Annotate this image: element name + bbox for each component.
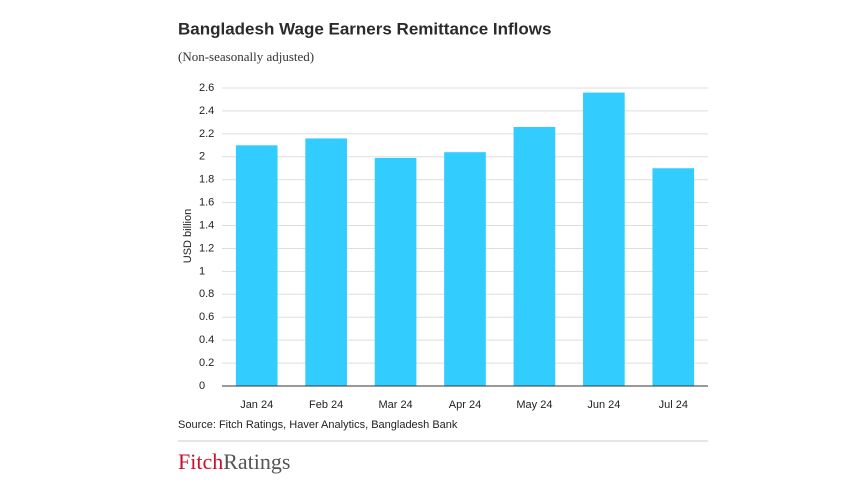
logo-fitch: Fitch <box>178 449 223 474</box>
x-tick-label: Jul 24 <box>659 399 688 411</box>
y-tick-label: 2 <box>199 151 205 163</box>
bar <box>583 92 625 386</box>
chart-title: Bangladesh Wage Earners Remittance Inflo… <box>178 19 551 38</box>
x-tick-label: Mar 24 <box>378 399 412 411</box>
y-tick-label: 2.2 <box>199 128 214 140</box>
bar <box>235 145 278 386</box>
bar <box>652 168 695 386</box>
bar <box>374 157 417 386</box>
y-tick-label: 0.6 <box>199 311 214 323</box>
x-tick-label: Jan 24 <box>240 399 273 411</box>
y-tick-label: 2.6 <box>199 82 214 94</box>
y-tick-label: 0.4 <box>199 334 214 346</box>
y-tick-label: 0.2 <box>199 357 214 369</box>
x-tick-label: Feb 24 <box>309 399 343 411</box>
y-tick-label: 2.4 <box>199 105 214 117</box>
x-tick-label: Jun 24 <box>587 399 620 411</box>
y-tick-label: 1.4 <box>199 219 214 231</box>
x-tick-label: May 24 <box>516 399 552 411</box>
bar <box>305 138 347 386</box>
y-tick-label: 1.6 <box>199 197 214 209</box>
y-axis-label: USD billion <box>182 209 194 263</box>
y-tick-label: 1.2 <box>199 242 214 254</box>
y-tick-label: 1.8 <box>199 174 214 186</box>
chart-subtitle: (Non-seasonally adjusted) <box>178 49 314 64</box>
x-tick-label: Apr 24 <box>449 399 481 411</box>
bar <box>444 152 486 386</box>
y-tick-label: 0.8 <box>199 288 214 300</box>
logo: FitchRatings <box>178 449 290 474</box>
bar <box>513 126 556 386</box>
source: Source: Fitch Ratings, Haver Analytics, … <box>178 419 458 431</box>
logo-ratings: Ratings <box>223 449 290 474</box>
y-tick-label: 0 <box>199 380 205 392</box>
y-tick-label: 1 <box>199 265 205 277</box>
